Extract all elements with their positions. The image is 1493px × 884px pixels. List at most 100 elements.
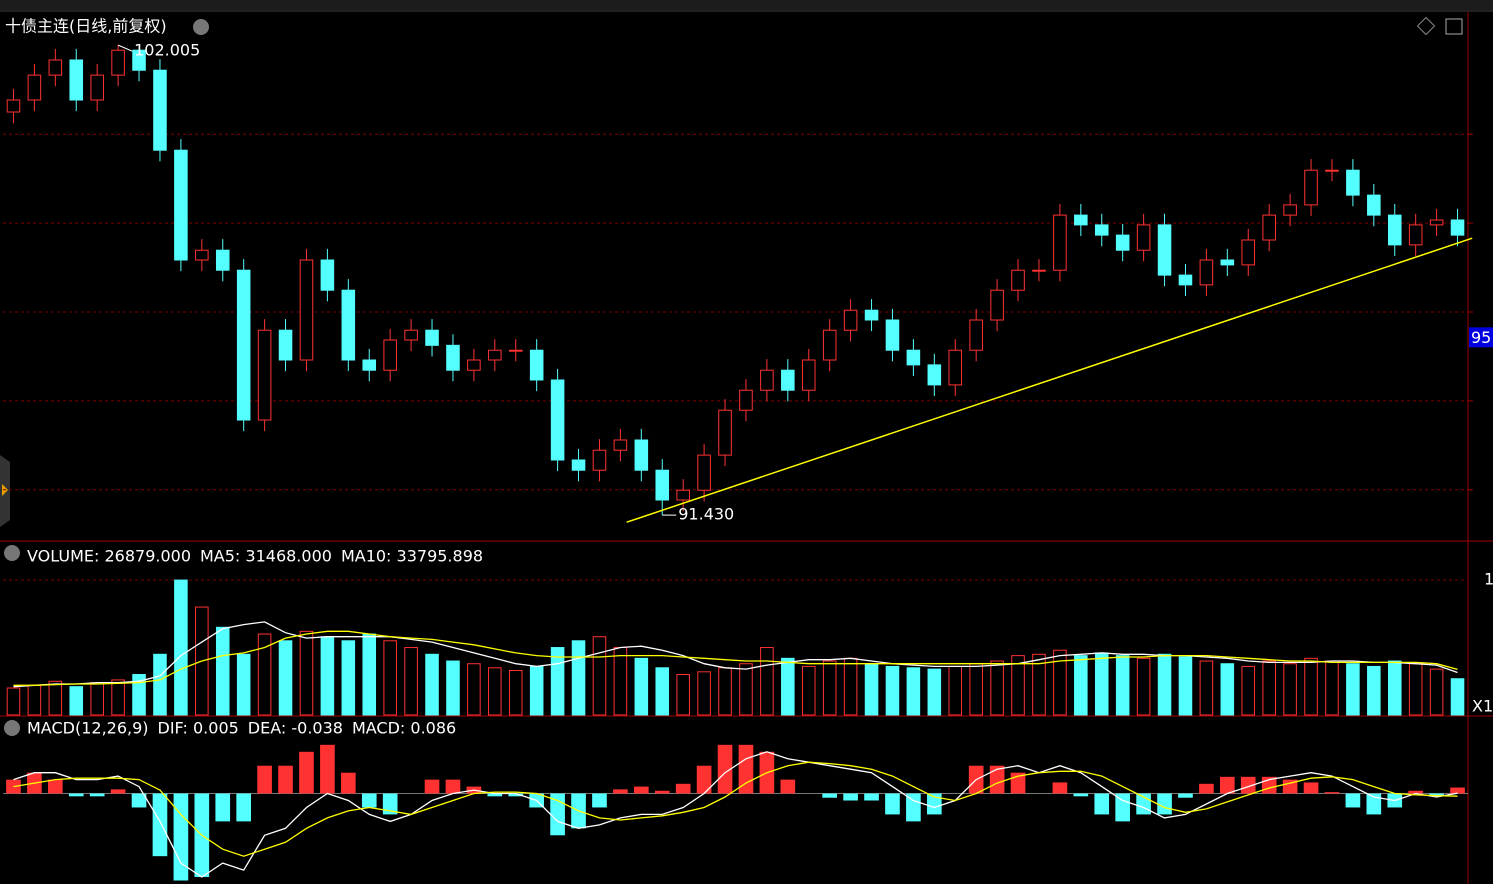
candle-body	[1325, 169, 1339, 172]
candle-body	[969, 319, 983, 351]
candle-body	[27, 74, 42, 101]
macd-bar	[1303, 782, 1319, 794]
candle-body	[467, 359, 481, 371]
annotation-label: 91.430	[678, 505, 734, 524]
volume-bar	[362, 633, 377, 716]
candle-body	[488, 349, 502, 361]
macd-bar	[487, 793, 503, 797]
candle-body	[362, 359, 377, 371]
candle-body	[111, 49, 125, 76]
candle-body	[948, 349, 963, 386]
volume-bar	[404, 647, 418, 716]
candle-body	[132, 49, 146, 71]
volume-bar	[801, 665, 816, 716]
candle-body	[1032, 269, 1046, 272]
candle-body	[1074, 214, 1088, 226]
icon-diamond[interactable]	[1416, 16, 1436, 36]
ma-line	[13, 630, 1458, 686]
candle-body	[676, 489, 690, 501]
candle-body	[215, 249, 230, 271]
volume-bar	[278, 640, 293, 716]
candle-body	[320, 259, 335, 291]
volume-bar	[320, 636, 335, 716]
macd-bar	[131, 793, 147, 808]
macd-bar	[1052, 782, 1068, 794]
candle-body	[592, 449, 607, 471]
panel-header: MACD: 0.086	[352, 719, 456, 738]
menu-button[interactable]	[4, 545, 20, 561]
candle-body	[571, 459, 586, 471]
candle-body	[1136, 224, 1151, 251]
panel-header: VOLUME: 26879.000	[27, 547, 191, 566]
panel-header: MA5: 31468.000	[200, 547, 332, 566]
candle-body	[1304, 169, 1318, 206]
macd-bar	[1240, 776, 1256, 794]
candle-body	[801, 359, 816, 391]
candle-body	[1241, 239, 1256, 266]
candle-body	[174, 149, 188, 261]
candle-body	[864, 309, 879, 321]
scale-label: X1	[1472, 697, 1493, 716]
volume-bar	[446, 660, 460, 716]
volume-bar	[948, 665, 963, 716]
annotation-arrow	[117, 44, 133, 52]
macd-bar	[1450, 787, 1465, 794]
macd-bar	[1366, 793, 1382, 815]
macd-bar	[864, 793, 879, 801]
volume-bar	[676, 674, 690, 716]
volume-bar	[508, 669, 523, 716]
macd-bar	[592, 793, 607, 808]
volume-bar	[550, 647, 565, 716]
menu-button[interactable]	[193, 19, 209, 35]
annotation-label: 102.005	[134, 41, 200, 60]
volume-bar	[132, 674, 146, 716]
candle-body	[990, 289, 1004, 321]
volume-bar	[48, 680, 63, 716]
volume-bar	[1178, 656, 1193, 716]
candle-body	[1429, 219, 1444, 226]
volume-bar	[885, 665, 900, 716]
volume-bar	[990, 660, 1004, 716]
candle-body	[1178, 274, 1193, 286]
volume-bar	[529, 665, 544, 716]
candle-body	[822, 329, 837, 361]
volume-bar	[1157, 653, 1172, 716]
macd-bar	[508, 793, 524, 797]
macd-bar	[696, 765, 712, 794]
volume-bar	[760, 647, 774, 716]
macd-bar	[1094, 793, 1110, 815]
candle-body	[781, 369, 795, 391]
candle-body	[1053, 214, 1067, 271]
candle-body	[1387, 214, 1402, 246]
candle-body	[341, 289, 356, 361]
macd-bar	[822, 793, 838, 798]
macd-bar	[1157, 793, 1172, 815]
candle-body	[655, 469, 670, 501]
volume-bar	[257, 633, 272, 716]
volume-bar	[1346, 663, 1360, 716]
macd-bar	[89, 793, 105, 797]
volume-bar	[1053, 649, 1067, 716]
candle-body	[446, 344, 460, 371]
candle-body	[634, 439, 649, 471]
volume-bar	[781, 657, 795, 716]
volume-bar	[1115, 655, 1130, 716]
icon-window[interactable]	[1445, 18, 1463, 35]
menu-button[interactable]	[4, 720, 20, 736]
volume-bar	[592, 636, 607, 716]
volume-bar	[1074, 655, 1088, 716]
volume-bar	[1094, 652, 1109, 716]
macd-bar	[613, 789, 628, 794]
macd-bar	[633, 786, 649, 794]
volume-bar	[1262, 660, 1276, 716]
panel-header: DEA: -0.038	[248, 719, 343, 738]
candle-body	[529, 349, 544, 381]
volume-bar	[1387, 660, 1402, 716]
macd-bar	[1115, 793, 1131, 822]
volume-bar	[739, 663, 753, 716]
macd-bar	[320, 744, 335, 794]
volume-bar	[1304, 657, 1318, 716]
menu-bar	[0, 0, 1493, 10]
chart-title: 十债主连(日线,前复权)	[5, 17, 167, 36]
